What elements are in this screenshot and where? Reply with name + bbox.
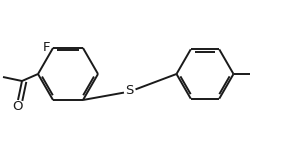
- Text: O: O: [12, 99, 22, 112]
- Text: S: S: [126, 84, 134, 98]
- Text: F: F: [42, 40, 50, 54]
